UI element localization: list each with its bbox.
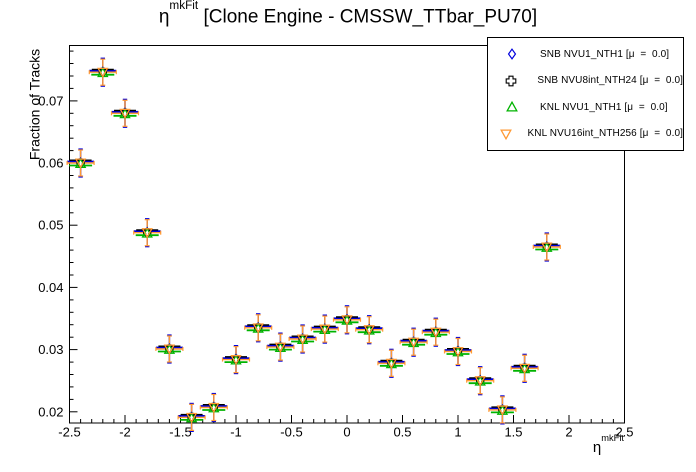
x-tick-label: 0 [343,425,350,440]
plot-title-eta: η [158,6,170,28]
data-point [177,402,206,432]
data-point [443,336,473,367]
legend-entry: SNB NVU1_NTH1 [μ = 0.0] [488,42,683,66]
cross-marker-icon [497,73,524,89]
legend-entry-label: SNB NVU1_NTH1 [μ = 0.0] [540,48,670,60]
x-tick-label: -1 [230,425,242,440]
data-point [466,366,495,396]
data-point [66,148,95,178]
data-point [510,353,539,383]
x-tick-label: -1.5 [169,425,191,440]
data-point [399,327,428,357]
y-tick-label: 0.02 [38,404,63,419]
x-tick-label: 2 [565,425,572,440]
data-point [221,345,251,375]
legend-entry-label: KNL NVU16int_NTH256 [μ = 0.0] [527,128,683,140]
data-point [155,334,184,364]
data-point [377,348,406,378]
legend-entry-label: KNL NVU1_NTH1 [μ = 0.0] [540,101,668,113]
data-point [288,324,317,354]
x-tick-label: 0.5 [393,425,411,440]
plot-title-text: [Clone Engine - CMSSW_TTbar_PU70] [198,6,538,28]
legend-entry-label: SNB NVU8int_NTH24 [μ = 0.0] [537,75,683,87]
legend-entry: SNB NVU8int_NTH24 [μ = 0.0] [488,69,683,93]
legend: SNB NVU1_NTH1 [μ = 0.0] SNB NVU8int_NTH2… [487,37,684,151]
y-tick-label: 0.06 [38,156,63,171]
plot-title: ηmkFit [Clone Engine - CMSSW_TTbar_PU70] [0,0,696,28]
data-point [88,57,117,87]
y-axis-title: Fraction of Tracks [26,48,43,161]
x-tick-label: -2.5 [58,425,80,440]
data-point [332,305,362,335]
plot-title-superscript: mkFit [169,0,199,12]
x-axis-title-eta: η [592,439,602,456]
data-point [244,313,273,343]
data-point [421,317,450,347]
y-tick-label: 0.03 [38,342,63,357]
data-point [488,395,517,425]
x-axis: -2.5 -2 -1.5 -1 -0.5 0 0.5 1 1.5 2 2.5 [58,415,634,440]
x-tick-label: -2 [119,425,131,440]
x-tick-label: 2.5 [615,425,633,440]
x-tick-label: -0.5 [280,425,302,440]
data-point [199,392,228,423]
data-point [355,315,384,345]
data-point [133,218,162,248]
data-point [310,314,339,344]
y-axis: 0.02 0.03 0.04 0.05 0.06 0.07 [38,50,78,419]
y-tick-label: 0.05 [38,218,63,233]
data-point [110,98,140,128]
legend-entry: KNL NVU16int_NTH256 [μ = 0.0] [488,122,683,146]
diamond-marker-icon [497,46,527,62]
y-tick-label: 0.07 [38,93,63,108]
x-axis-title-superscript: mkFit [601,432,624,443]
y-tick-label: 0.04 [38,280,63,295]
triangle-up-marker-icon [497,99,527,115]
x-tick-label: 1.5 [504,425,522,440]
legend-entry: KNL NVU1_NTH1 [μ = 0.0] [488,95,683,119]
data-point [532,232,561,262]
data-points [66,57,561,432]
x-tick-label: 1 [454,425,461,440]
x-axis-title: ηmkFit [538,433,624,456]
triangle-down-marker-icon [497,126,514,142]
data-point [266,332,295,362]
